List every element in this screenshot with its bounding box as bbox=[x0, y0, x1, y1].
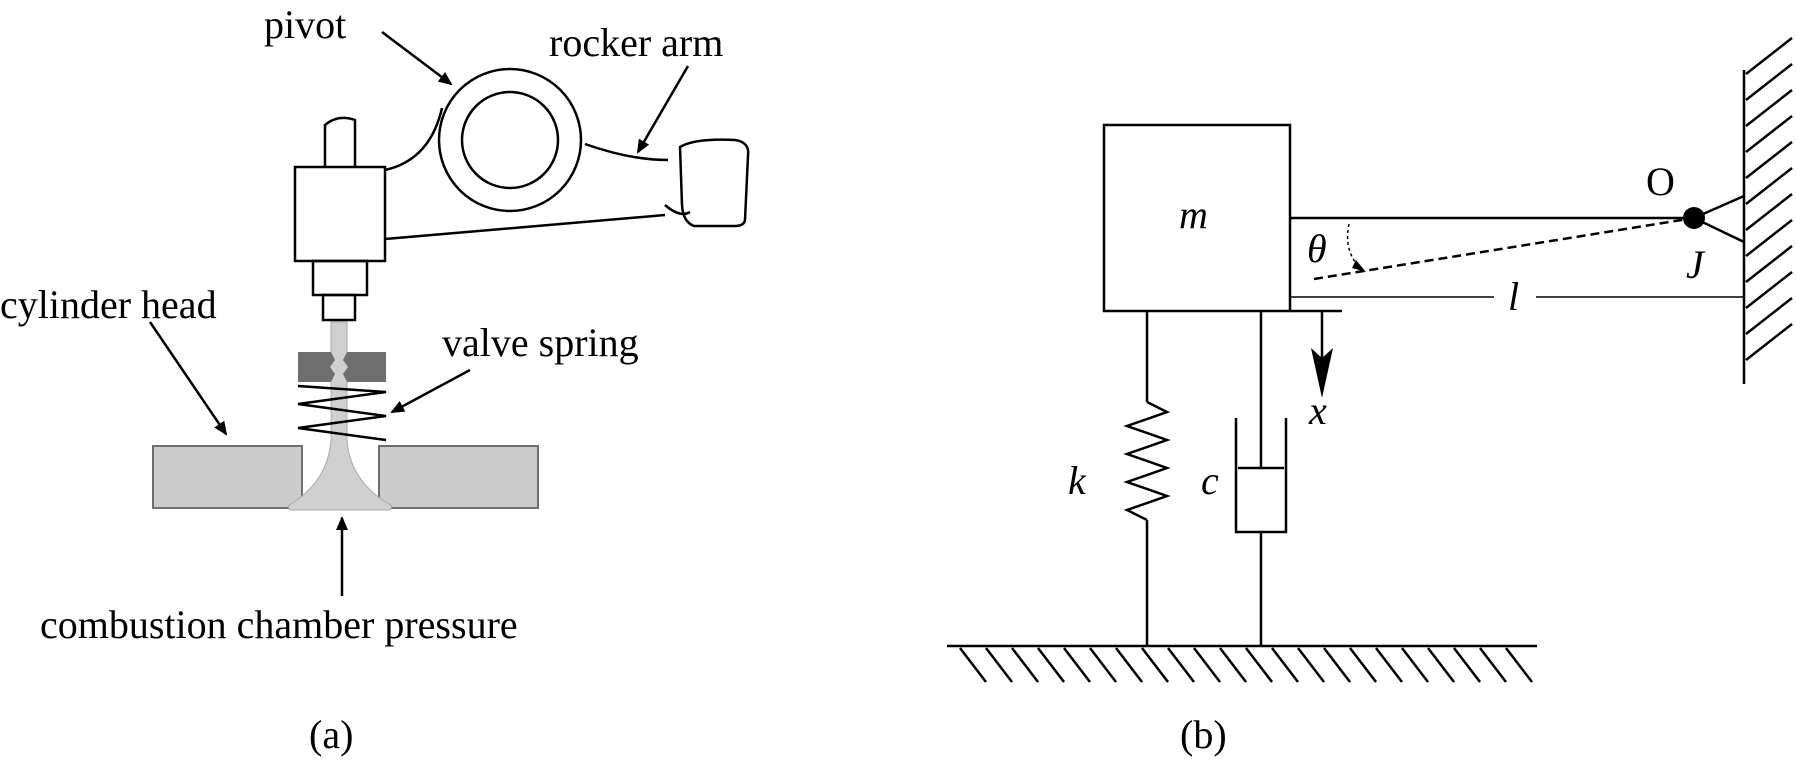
ground-hatch-mark bbox=[1141, 647, 1169, 683]
angle-arc bbox=[1346, 223, 1363, 271]
combustion-chamber-pressure-label: combustion chamber pressure bbox=[40, 602, 518, 647]
angle-arc-arrowhead bbox=[1352, 260, 1366, 272]
wall-hatch-mark bbox=[1745, 245, 1793, 283]
ground-hatch-mark bbox=[1245, 647, 1273, 683]
cylinder-head-label: cylinder head bbox=[0, 282, 217, 327]
ground-hatch-mark bbox=[1349, 647, 1377, 683]
panel-b: m k c x θ bbox=[947, 37, 1793, 757]
wall bbox=[1742, 37, 1793, 384]
mass-label: m bbox=[1179, 192, 1208, 237]
inertia-label: J bbox=[1686, 242, 1706, 287]
ground bbox=[947, 644, 1537, 683]
ground-hatch-mark bbox=[1323, 647, 1351, 683]
ground-hatch-mark bbox=[959, 647, 987, 683]
wall-hatch-mark bbox=[1745, 115, 1793, 153]
rotated-bar bbox=[1313, 216, 1695, 281]
wall-hatch-mark bbox=[1745, 63, 1793, 101]
wall-hatch-mark bbox=[1745, 37, 1793, 75]
spring-label: k bbox=[1068, 458, 1087, 503]
displacement-label: x bbox=[1308, 388, 1327, 433]
spring-k bbox=[1123, 311, 1171, 646]
pivot-o bbox=[1683, 194, 1745, 244]
wall-hatch-mark bbox=[1745, 271, 1793, 309]
pivot bbox=[437, 67, 583, 213]
cylinder-head bbox=[152, 445, 539, 509]
pivot-arrow bbox=[381, 31, 453, 86]
ground-hatch-mark bbox=[1401, 647, 1429, 683]
ground-hatch-mark bbox=[985, 647, 1013, 683]
ground-hatch-mark bbox=[1375, 647, 1403, 683]
displacement-indicator bbox=[1290, 309, 1342, 398]
wall-hatch-mark bbox=[1745, 193, 1793, 231]
angle-label: θ bbox=[1307, 226, 1327, 271]
wall-hatch-mark bbox=[1745, 167, 1793, 205]
panel-a: pivot rocker arm cylinder head valve spr… bbox=[0, 2, 750, 757]
ground-hatch-mark bbox=[1219, 647, 1247, 683]
ground-hatch-mark bbox=[1115, 647, 1143, 683]
cylinder-head-arrow bbox=[148, 321, 228, 436]
damper-c bbox=[1234, 311, 1288, 646]
ground-hatch-mark bbox=[1089, 647, 1117, 683]
ground-hatch-mark bbox=[1011, 647, 1039, 683]
spring-retainer bbox=[298, 352, 386, 382]
ground-hatch-mark bbox=[1063, 647, 1091, 683]
rocker-arm-arrow bbox=[636, 65, 690, 154]
valve bbox=[287, 321, 393, 511]
ground-hatch-mark bbox=[1297, 647, 1325, 683]
ground-hatch-mark bbox=[1037, 647, 1065, 683]
rocker-arm-label: rocker arm bbox=[549, 20, 723, 65]
wall-hatch-mark bbox=[1745, 219, 1793, 257]
ground-hatch-mark bbox=[1271, 647, 1299, 683]
wall-hatch-mark bbox=[1745, 89, 1793, 127]
ground-hatch-mark bbox=[1479, 647, 1507, 683]
wall-hatch-mark bbox=[1745, 141, 1793, 179]
adjuster-screw bbox=[293, 116, 387, 322]
ground-hatch-mark bbox=[1193, 647, 1221, 683]
wall-hatch-mark bbox=[1745, 323, 1793, 361]
wall-hatch-mark bbox=[1745, 297, 1793, 335]
ground-hatch-mark bbox=[1427, 647, 1455, 683]
ground-hatch-mark bbox=[1505, 647, 1533, 683]
rocker-arm bbox=[384, 107, 750, 241]
pivot-o-label: O bbox=[1646, 159, 1675, 204]
ground-hatch-mark bbox=[1453, 647, 1481, 683]
valve-spring bbox=[297, 384, 387, 442]
caption-a: (a) bbox=[309, 712, 353, 757]
length-label: l bbox=[1508, 274, 1519, 319]
pivot-label: pivot bbox=[264, 2, 346, 47]
caption-b: (b) bbox=[1180, 712, 1227, 757]
damper-label: c bbox=[1201, 458, 1219, 503]
valve-spring-label: valve spring bbox=[442, 320, 639, 365]
ground-hatch-mark bbox=[1167, 647, 1195, 683]
valve-spring-arrow bbox=[390, 368, 471, 414]
